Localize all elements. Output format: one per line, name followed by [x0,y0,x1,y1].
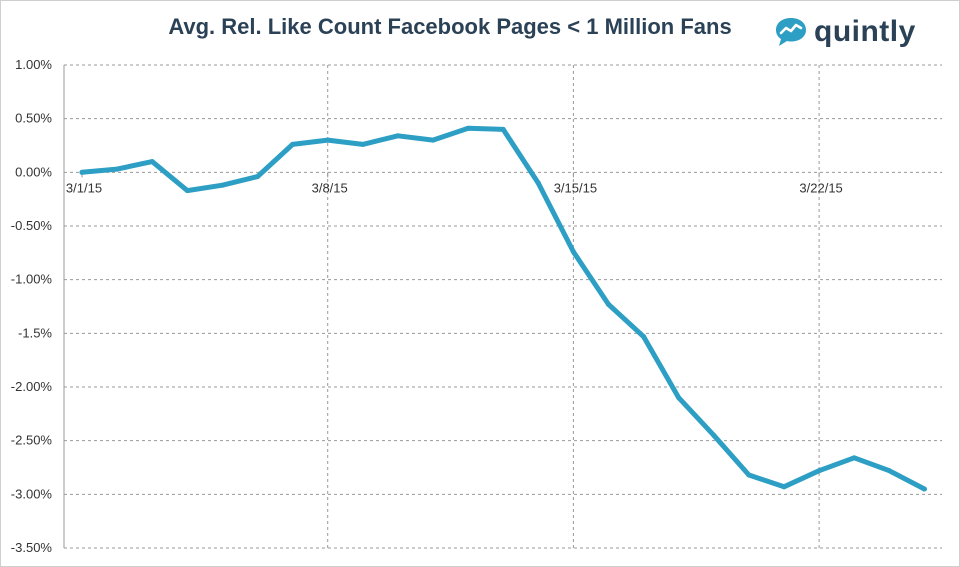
data-point [746,472,752,478]
data-point [114,166,120,172]
data-point [641,334,647,340]
y-tick-label: 0.00% [15,164,52,179]
data-point [606,301,611,307]
x-tick-label: 3/1/15 [66,180,102,195]
data-point [149,159,155,165]
brand-name: quintly [814,15,916,48]
y-axis: 1.00% 0.50% 0.00% -0.50% -1.00% -1.5% -2.00% -2… [11,57,65,555]
x-tick-label: 3/22/15 [799,180,842,195]
data-point [676,395,682,401]
data-point [921,486,927,492]
y-tick-label: -1.00% [11,272,53,287]
x-tick-label: 3/15/15 [554,180,597,195]
data-point [395,133,401,139]
chart-title: Avg. Rel. Like Count Facebook Pages < 1 … [168,14,732,39]
y-tick-label: 0.50% [15,111,52,126]
y-tick-label: -3.50% [11,540,53,555]
y-tick-label: -3.00% [11,486,53,501]
data-point [816,468,822,474]
data-point [184,188,190,194]
data-point [711,432,717,438]
data-point [535,180,541,186]
data-point [79,169,85,175]
data-point [886,468,892,474]
data-point [325,137,331,143]
data-point [360,141,366,147]
y-tick-label: 1.00% [15,57,52,72]
data-point [290,141,296,147]
data-point [219,182,225,188]
series-line [79,125,927,492]
quintly-logo: quintly [774,14,916,50]
data-point [500,126,506,132]
y-tick-label: -2.00% [11,379,53,394]
x-tick-label: 3/8/15 [312,180,348,195]
y-tick-label: -2.50% [11,433,53,448]
quintly-logo-icon [776,18,806,46]
data-point [781,484,787,490]
data-point [255,174,260,180]
series-group [79,125,927,492]
data-point [465,125,471,131]
data-point [851,455,857,461]
data-point [430,137,436,143]
x-axis: 3/1/15 3/8/15 3/15/15 3/22/15 [66,172,843,195]
y-tick-label: -1.5% [18,325,52,340]
y-tick-label: -0.50% [11,218,53,233]
data-point [570,249,576,255]
grid [64,64,942,549]
